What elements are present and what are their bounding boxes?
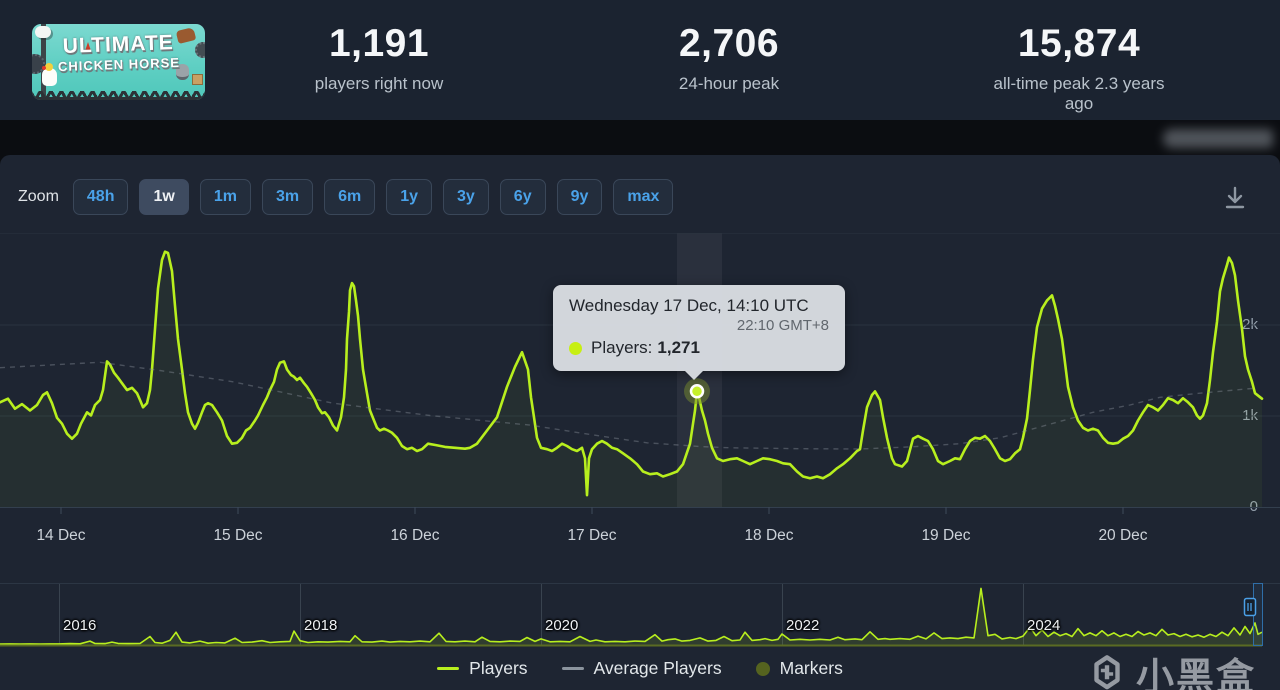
stat-players-now: 1,191 players right now	[315, 22, 444, 94]
legend-swatch-line	[561, 667, 584, 670]
banner-art-truss	[32, 91, 205, 100]
tooltip-players-row: Players: 1,271	[569, 338, 829, 358]
x-axis-label-18-Dec: 18 Dec	[744, 527, 794, 544]
players-line	[0, 250, 1264, 497]
zoom-range-3m[interactable]: 3m	[261, 179, 314, 215]
zoom-range-48h[interactable]: 48h	[72, 179, 129, 215]
y-axis-label-1k: 1k	[1218, 407, 1258, 424]
navigator-svg[interactable]	[0, 583, 1280, 650]
stat-label: all-time peak 2.3 years ago	[993, 74, 1165, 113]
blurred-watermark	[1163, 129, 1273, 148]
app-header: ULTIMATE CHICKEN HORSE 1,191 players rig…	[0, 0, 1280, 120]
legend-item-markers[interactable]: Markers	[755, 658, 843, 679]
main-chart-svg[interactable]	[0, 233, 1280, 523]
chart-toolbar: Zoom 48h 1w 1m 3m 6m 1y 3y 6y 9y max	[18, 179, 674, 215]
zoom-range-1w[interactable]: 1w	[139, 179, 189, 215]
x-axis-label-17-Dec: 17 Dec	[567, 527, 617, 544]
x-axis-label-16-Dec: 16 Dec	[390, 527, 440, 544]
chart-panel: Zoom 48h 1w 1m 3m 6m 1y 3y 6y 9y max	[0, 155, 1280, 690]
zoom-range-6y[interactable]: 6y	[499, 179, 546, 215]
legend-label: Players	[469, 658, 528, 678]
game-banner[interactable]: ULTIMATE CHICKEN HORSE	[32, 24, 205, 100]
legend-swatch-circle	[755, 661, 770, 676]
zoom-label: Zoom	[18, 188, 59, 205]
average-players-line	[0, 361, 1258, 450]
x-axis-label-20-Dec: 20 Dec	[1098, 527, 1148, 544]
y-axis-label-2k: 2k	[1242, 315, 1258, 333]
stat-label: players right now	[314, 74, 444, 93]
banner-art-sheep	[35, 26, 51, 38]
tooltip-series-label: Players:	[591, 338, 653, 357]
navigator-year-label-2016: 2016	[63, 617, 97, 634]
navigator-year-label-2018: 2018	[304, 617, 338, 634]
zoom-range-max[interactable]: max	[613, 179, 674, 215]
stat-value: 15,874	[1017, 22, 1141, 65]
legend-item-average-players[interactable]: Average Players	[561, 658, 722, 679]
navigator-year-label-2024: 2024	[1027, 617, 1061, 634]
stat-label: 24-hour peak	[678, 74, 780, 93]
tooltip-series-value: 1,271	[657, 338, 700, 357]
banner-art-saw	[32, 54, 45, 74]
hover-marker	[689, 384, 705, 399]
legend-swatch-line	[437, 667, 460, 670]
chart-tooltip: Wednesday 17 Dec, 14:10 UTC 22:10 GMT+8 …	[553, 285, 845, 380]
x-axis-label-14-Dec: 14 Dec	[36, 527, 86, 544]
tooltip-title: Wednesday 17 Dec, 14:10 UTC	[569, 296, 809, 315]
legend-label: Average Players	[593, 658, 722, 678]
zoom-range-9y[interactable]: 9y	[556, 179, 603, 215]
banner-art-gear	[195, 42, 205, 58]
nav-players-line	[0, 587, 1263, 645]
zoom-range-6m[interactable]: 6m	[324, 179, 376, 215]
banner-art-raccoon	[176, 64, 189, 80]
selection-handle[interactable]	[1243, 597, 1257, 617]
zoom-range-1m[interactable]: 1m	[199, 179, 251, 215]
download-icon	[1225, 186, 1245, 208]
navigator-year-label-2022: 2022	[786, 617, 820, 634]
zoom-range-3y[interactable]: 3y	[443, 179, 489, 215]
legend-item-players[interactable]: Players	[437, 658, 528, 679]
site-watermark: 小黑盒	[1086, 646, 1256, 690]
players-area	[0, 251, 1262, 507]
stat-24h-peak: 2,706 24-hour peak	[679, 22, 779, 94]
stat-value: 1,191	[328, 22, 430, 65]
banner-art-chicken	[42, 63, 57, 86]
legend-label: Markers	[779, 658, 843, 678]
players-dot-icon	[569, 341, 582, 355]
navigator-year-label-2020: 2020	[545, 617, 579, 634]
xiaoheihe-logo	[1094, 654, 1120, 689]
banner-art-rocket	[84, 42, 92, 54]
banner-title: ULTIMATE CHICKEN HORSE	[32, 31, 205, 74]
download-button[interactable]	[1218, 183, 1252, 217]
chart-legend: Players Average Players Markers	[0, 658, 1280, 679]
stat-alltime-peak: 15,874 all-time peak 2.3 years ago	[979, 22, 1180, 114]
nav-players-area	[0, 588, 1262, 645]
stat-value: 2,706	[678, 22, 780, 65]
zoom-range-1y[interactable]: 1y	[386, 179, 432, 215]
y-axis-label-0: 0	[1218, 498, 1258, 515]
zoom-ranges: 48h 1w 1m 3m 6m 1y 3y 6y 9y max	[72, 179, 674, 215]
tooltip-subtitle: 22:10 GMT+8	[736, 317, 829, 334]
banner-art-crate	[192, 74, 203, 85]
x-axis-label-19-Dec: 19 Dec	[921, 527, 971, 544]
x-axis-label-15-Dec: 15 Dec	[213, 527, 263, 544]
watermark-text: 小黑盒	[1136, 655, 1257, 690]
